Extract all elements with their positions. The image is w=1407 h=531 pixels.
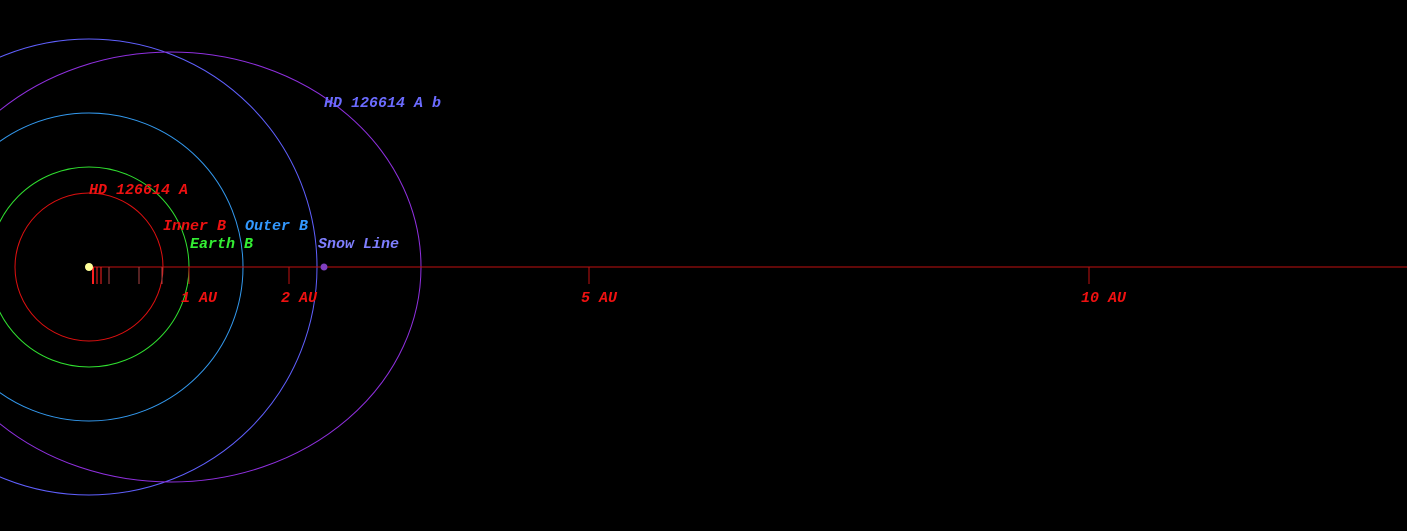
scale-label: 1 AU <box>181 290 218 307</box>
star <box>85 263 93 271</box>
earth-zone-label: Earth B <box>190 236 253 253</box>
inner-zone-label: Inner B <box>163 218 226 235</box>
scale-ticks <box>92 267 1090 284</box>
scale-label: 2 AU <box>281 290 318 307</box>
snow-line-marker <box>320 263 328 271</box>
scale-label: 10 AU <box>1081 290 1127 307</box>
planet-label: HD 126614 A b <box>324 95 441 112</box>
snow-line-label: Snow Line <box>318 236 399 253</box>
scale-label: 5 AU <box>581 290 618 307</box>
outer-zone-label: Outer B <box>245 218 308 235</box>
star-label: HD 126614 A <box>89 182 188 199</box>
